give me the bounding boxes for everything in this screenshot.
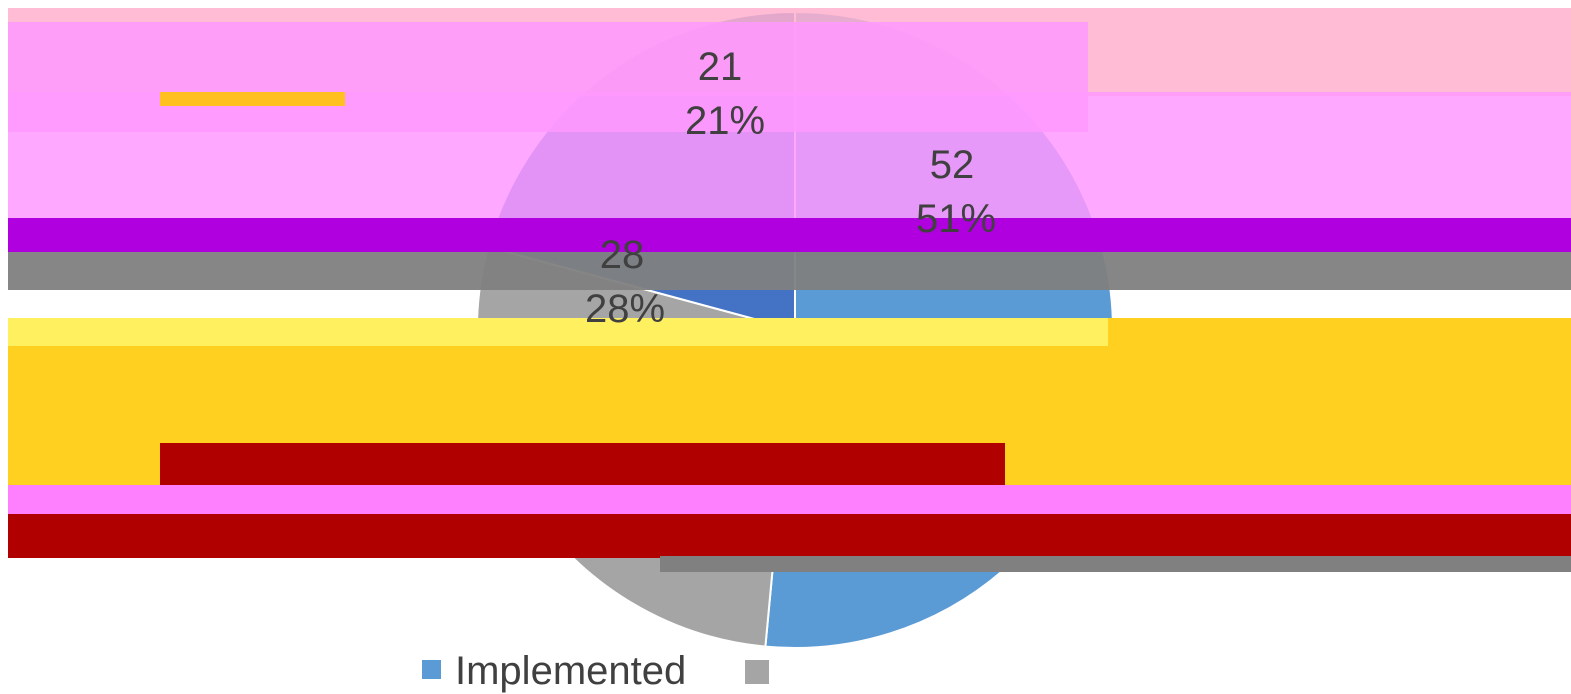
overlay-red-bottom	[8, 514, 1571, 558]
slice-3-percent-label: 21%	[685, 99, 765, 143]
overlay-yellow-light	[8, 318, 1108, 346]
slice-3-value-label: 21	[698, 45, 743, 89]
overlay-gray-bottom	[660, 556, 1571, 572]
overlay-gray-band	[8, 252, 1571, 290]
slice-2-percent-label: 28%	[585, 287, 665, 331]
slice-2-value-label: 28	[600, 233, 645, 277]
slice-1-percent-label: 51%	[916, 197, 996, 241]
slice-1-value-label: 52	[930, 143, 975, 187]
overlay-magenta-band	[8, 485, 1571, 515]
overlay-purple-band	[8, 218, 1571, 252]
legend-label-implemented: Implemented	[455, 649, 686, 693]
overlay-orange-strip	[160, 92, 345, 106]
legend-swatch-2	[745, 660, 769, 684]
legend: Implemented	[422, 649, 769, 693]
legend-swatch-implemented	[422, 660, 441, 679]
overlay-red-band	[160, 443, 1005, 485]
overlay-pink-wide	[8, 92, 1571, 222]
